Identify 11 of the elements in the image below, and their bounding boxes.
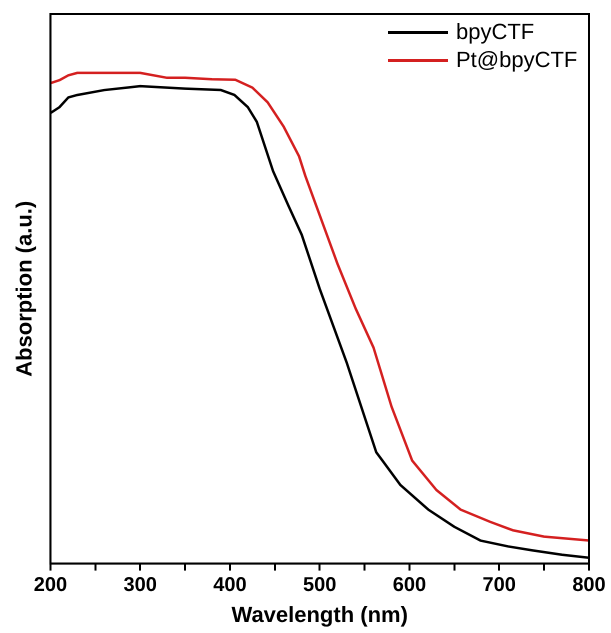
y-axis-title: Absorption (a.u.): [11, 200, 36, 377]
x-tick-label: 300: [123, 574, 157, 596]
x-tick-label: 800: [572, 574, 606, 596]
x-tick-label: 200: [34, 574, 68, 596]
legend-label: bpyCTF: [456, 18, 534, 46]
x-axis-title: Wavelength (nm): [231, 602, 408, 627]
x-tick-label: 400: [213, 574, 247, 596]
legend-label: Pt@bpyCTF: [456, 46, 578, 74]
x-tick-label: 500: [303, 574, 336, 596]
x-tick-label: 700: [482, 574, 516, 596]
x-tick-label: 600: [392, 574, 426, 596]
